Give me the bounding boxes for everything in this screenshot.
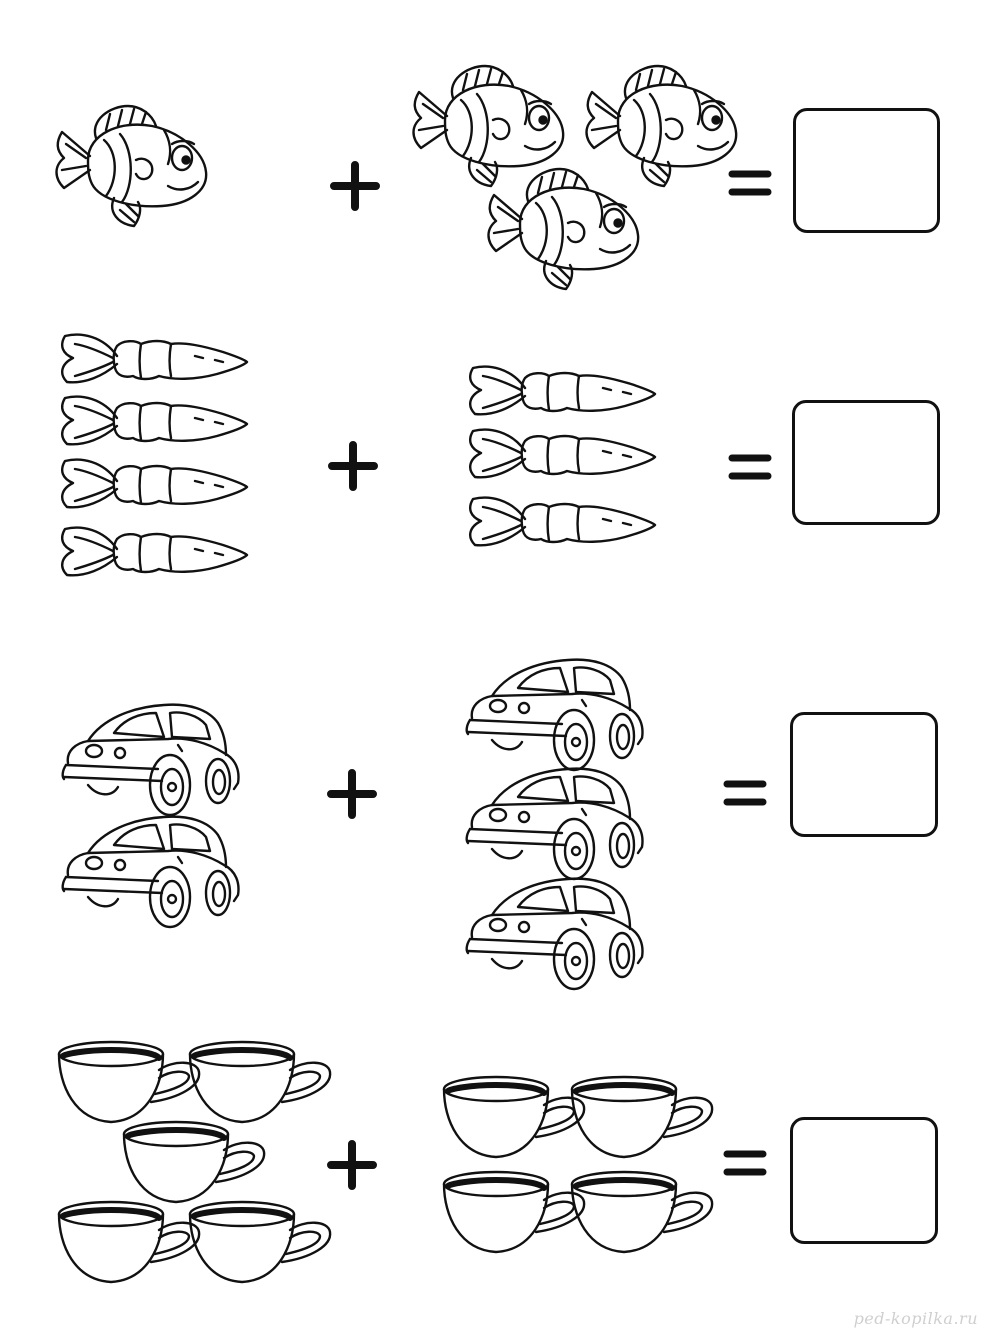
plus-sign-row-1 <box>330 161 380 211</box>
fish-right-3 <box>487 167 640 291</box>
answer-box-row-4[interactable] <box>790 1117 938 1244</box>
car-right-3 <box>465 877 644 991</box>
cup-left-2 <box>188 1040 332 1124</box>
cup-left-1 <box>57 1040 201 1124</box>
cup-right-3 <box>442 1170 586 1254</box>
cup-left-3 <box>122 1120 266 1204</box>
fish-left-1 <box>55 104 208 228</box>
answer-box-row-2[interactable] <box>792 400 940 525</box>
equals-sign-row-4 <box>723 1150 767 1176</box>
plus-sign-row-2 <box>328 441 378 491</box>
car-right-2 <box>465 767 644 881</box>
carrot-right-3 <box>469 496 657 547</box>
equals-sign-row-2 <box>728 454 772 480</box>
cup-right-4 <box>570 1170 714 1254</box>
fish-right-2 <box>585 64 738 188</box>
equals-sign-row-3 <box>723 780 767 806</box>
carrot-left-3 <box>61 458 249 509</box>
carrot-left-2 <box>61 395 249 446</box>
watermark: ped-kopilka.ru <box>853 1309 978 1328</box>
answer-box-row-3[interactable] <box>790 712 938 837</box>
carrot-right-1 <box>469 365 657 416</box>
cup-right-2 <box>570 1075 714 1159</box>
carrot-left-1 <box>61 333 249 384</box>
plus-sign-row-3 <box>327 769 377 819</box>
car-right-1 <box>465 658 644 772</box>
carrot-right-2 <box>469 428 657 479</box>
answer-box-row-1[interactable] <box>793 108 940 233</box>
cup-left-4 <box>57 1200 201 1284</box>
car-left-1 <box>61 703 240 817</box>
carrot-left-4 <box>61 526 249 577</box>
plus-sign-row-4 <box>327 1140 377 1190</box>
equals-sign-row-1 <box>728 170 772 196</box>
cup-left-5 <box>188 1200 332 1284</box>
fish-right-1 <box>412 64 565 188</box>
car-left-2 <box>61 815 240 929</box>
